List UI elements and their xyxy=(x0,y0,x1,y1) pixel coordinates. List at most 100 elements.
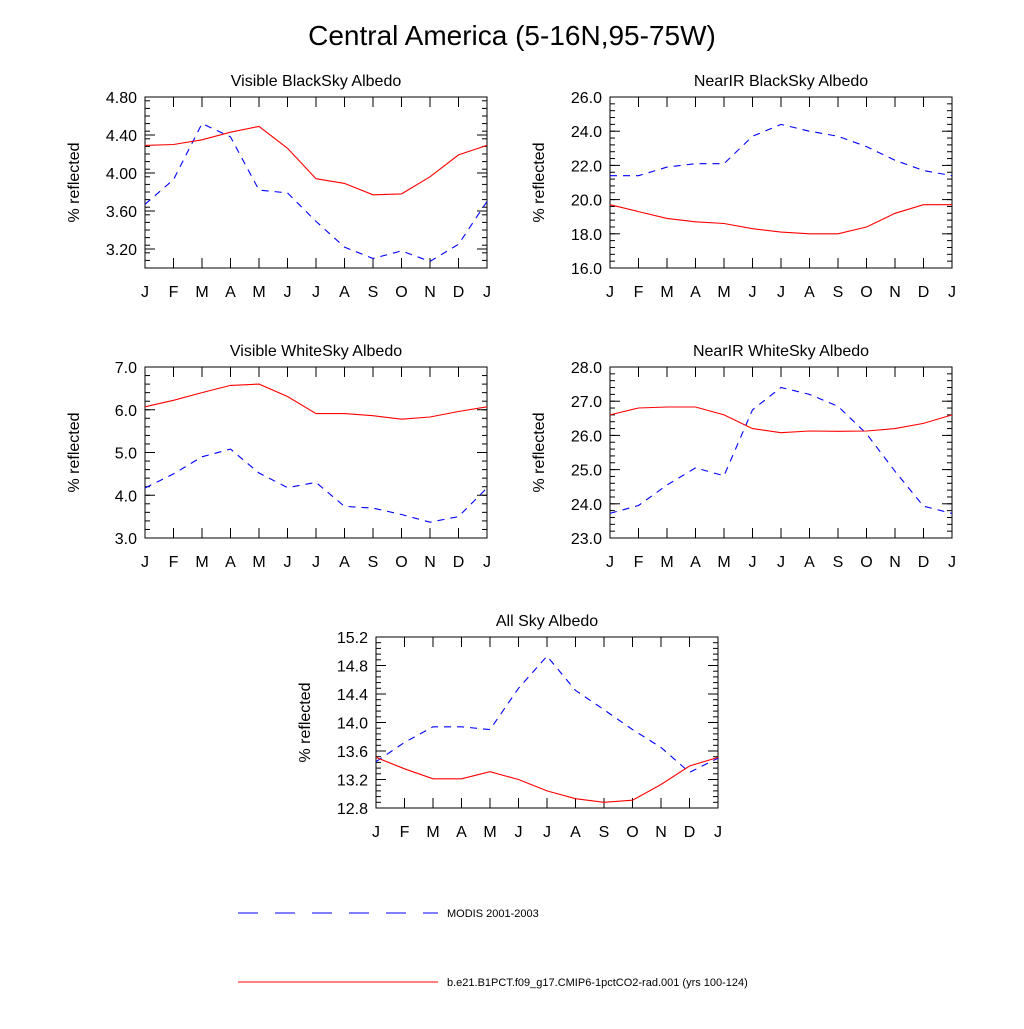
x-tick-label: A xyxy=(570,824,581,841)
x-tick-label: F xyxy=(400,824,410,841)
series-line-modis xyxy=(144,122,488,263)
x-tick-label: J xyxy=(606,284,614,301)
x-tick-label: N xyxy=(424,554,436,571)
x-tick-label: J xyxy=(312,284,320,301)
x-tick-label: J xyxy=(284,554,292,571)
x-tick-label: S xyxy=(833,554,844,571)
y-tick-label: 4.00 xyxy=(106,166,137,183)
x-tick-label: F xyxy=(169,284,179,301)
panel-title: Visible WhiteSky Albedo xyxy=(230,343,402,360)
x-tick-label: D xyxy=(453,284,465,301)
y-tick-label: 24.0 xyxy=(571,124,602,141)
x-tick-label: F xyxy=(169,554,179,571)
legend-label-modis: MODIS 2001-2003 xyxy=(447,908,539,920)
x-tick-label: M xyxy=(660,554,673,571)
plot-frame xyxy=(609,366,953,539)
panel-title: All Sky Albedo xyxy=(496,613,598,630)
plot-frame xyxy=(144,366,488,539)
y-axis-label: % reflected xyxy=(297,682,314,762)
y-tick-label: 12.8 xyxy=(337,801,368,818)
x-tick-label: M xyxy=(426,824,439,841)
series-line-model xyxy=(144,383,488,420)
y-tick-label: 24.0 xyxy=(571,497,602,514)
x-tick-label: J xyxy=(515,824,523,841)
x-tick-label: J xyxy=(948,284,956,301)
series-line-model xyxy=(609,406,953,434)
y-tick-label: 15.2 xyxy=(337,630,368,647)
x-tick-label: N xyxy=(889,284,901,301)
x-tick-label: J xyxy=(749,554,757,571)
x-tick-label: J xyxy=(284,284,292,301)
y-axis-label: % reflected xyxy=(531,412,548,492)
x-tick-label: D xyxy=(918,554,930,571)
series-line-model xyxy=(609,204,952,235)
y-tick-label: 4.40 xyxy=(106,128,137,145)
y-axis-label: % reflected xyxy=(66,142,83,222)
y-tick-label: 3.60 xyxy=(106,204,137,221)
y-tick-label: 4.80 xyxy=(106,90,137,107)
x-tick-label: N xyxy=(424,284,436,301)
y-tick-label: 27.0 xyxy=(571,394,602,411)
figure-title: Central America (5-16N,95-75W) xyxy=(308,20,716,51)
y-tick-label: 14.8 xyxy=(337,659,368,676)
x-tick-label: M xyxy=(195,284,208,301)
x-tick-label: M xyxy=(717,284,730,301)
series-line-modis xyxy=(144,448,488,523)
y-tick-label: 7.0 xyxy=(115,360,137,377)
x-tick-label: J xyxy=(141,554,149,571)
x-tick-label: M xyxy=(252,554,265,571)
x-tick-label: F xyxy=(634,554,644,571)
y-tick-label: 6.0 xyxy=(115,403,137,420)
x-tick-label: A xyxy=(225,554,236,571)
plot-frame xyxy=(144,96,488,269)
x-tick-label: J xyxy=(606,554,614,571)
series-line-model xyxy=(144,125,488,196)
x-tick-label: D xyxy=(918,284,930,301)
x-tick-label: D xyxy=(453,554,465,571)
y-tick-label: 14.4 xyxy=(337,687,368,704)
x-tick-label: N xyxy=(655,824,667,841)
plot-frame xyxy=(609,96,953,269)
x-tick-label: M xyxy=(195,554,208,571)
x-tick-label: J xyxy=(777,284,785,301)
y-tick-label: 16.0 xyxy=(571,261,602,278)
y-tick-label: 13.2 xyxy=(337,773,368,790)
x-tick-label: N xyxy=(889,554,901,571)
y-tick-label: 13.6 xyxy=(337,744,368,761)
x-tick-label: A xyxy=(690,554,701,571)
y-tick-label: 26.0 xyxy=(571,90,602,107)
y-tick-label: 25.0 xyxy=(571,463,602,480)
x-tick-label: J xyxy=(372,824,380,841)
y-tick-label: 5.0 xyxy=(115,446,137,463)
x-tick-label: A xyxy=(339,284,350,301)
x-tick-label: O xyxy=(395,284,407,301)
x-tick-label: A xyxy=(339,554,350,571)
panel-title: Visible BlackSky Albedo xyxy=(231,73,402,90)
x-tick-label: O xyxy=(860,284,872,301)
x-tick-label: A xyxy=(225,284,236,301)
y-tick-label: 3.0 xyxy=(115,531,137,548)
x-tick-label: O xyxy=(395,554,407,571)
x-tick-label: A xyxy=(804,554,815,571)
y-tick-label: 23.0 xyxy=(571,531,602,548)
x-tick-label: M xyxy=(717,554,730,571)
x-tick-label: J xyxy=(483,554,491,571)
x-tick-label: O xyxy=(860,554,872,571)
series-line-model xyxy=(375,756,719,803)
x-tick-label: A xyxy=(804,284,815,301)
series-line-modis xyxy=(609,386,953,514)
y-tick-label: 14.0 xyxy=(337,716,368,733)
x-tick-label: J xyxy=(777,554,785,571)
plot-frame xyxy=(375,636,719,809)
x-tick-label: J xyxy=(141,284,149,301)
series-line-modis xyxy=(375,655,719,774)
x-tick-label: D xyxy=(684,824,696,841)
x-tick-label: S xyxy=(368,284,379,301)
y-axis-label: % reflected xyxy=(531,142,548,222)
